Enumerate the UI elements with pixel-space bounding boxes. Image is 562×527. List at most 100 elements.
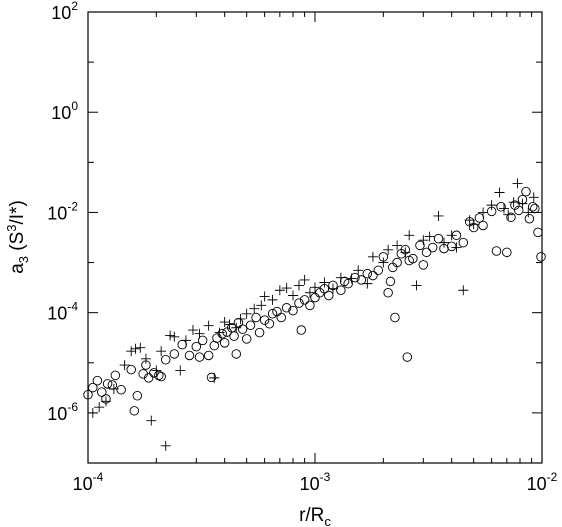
circle-point (217, 328, 227, 339)
plus-point (503, 209, 514, 220)
y-tick-label: 100 (51, 99, 78, 123)
plus-point (224, 319, 235, 330)
circle-point (197, 335, 208, 346)
plus-point (424, 231, 435, 242)
circle-point (88, 382, 98, 393)
plus-point (383, 244, 394, 255)
circle-point (427, 242, 438, 253)
plus-point (392, 240, 403, 251)
circle-point (533, 227, 543, 238)
circle-point (251, 312, 261, 323)
circle-point (203, 350, 214, 361)
circle-point (245, 320, 256, 331)
plus-point (108, 383, 119, 394)
circle-point (521, 186, 531, 197)
plus-point (433, 210, 444, 221)
circle-point (296, 325, 307, 335)
y-tick-label: 10-2 (47, 199, 78, 223)
plus-point (451, 242, 462, 253)
plus-point (411, 280, 422, 291)
plus-point (140, 353, 151, 364)
plus-point (517, 198, 528, 209)
plus-point (367, 251, 378, 262)
plus-point (335, 272, 346, 283)
y-tick-label: 10-4 (47, 300, 78, 324)
plus-point (438, 237, 449, 248)
circle-point (385, 276, 396, 287)
plus-point (327, 283, 338, 294)
y-tick-label: 102 (51, 0, 78, 23)
circle-point (129, 406, 140, 416)
plus-point (274, 285, 285, 296)
plus-point (486, 200, 497, 211)
circle-point (169, 349, 180, 359)
y-tick-label: 10-6 (47, 400, 78, 424)
circle-point (219, 338, 230, 348)
plus-point (256, 300, 267, 311)
plus-point (346, 273, 357, 284)
plus-point (528, 192, 539, 203)
circle-point (502, 247, 512, 258)
plus-point (175, 365, 186, 376)
circle-point (368, 270, 378, 281)
plus-point (94, 402, 105, 413)
circle-point (343, 278, 353, 289)
plus-point (464, 215, 475, 226)
plus-point (169, 331, 180, 342)
circle-point (294, 298, 304, 308)
circle-point (408, 253, 418, 264)
plus-point (203, 320, 214, 331)
circle-point (160, 354, 171, 365)
plus-point (293, 280, 304, 291)
plus-point (130, 343, 141, 354)
plus-point (156, 346, 167, 357)
circle-point (231, 349, 242, 359)
plus-point (304, 287, 315, 298)
circle-point (527, 201, 538, 212)
circle-point (241, 334, 252, 344)
circle-point (264, 319, 275, 329)
circle-point (491, 246, 502, 256)
plus-point (353, 265, 364, 276)
plus-point (180, 335, 191, 346)
circle-point (506, 212, 516, 223)
circle-point (446, 241, 457, 252)
plus-point (241, 308, 252, 319)
plus-point (165, 330, 176, 341)
circle-point (392, 257, 402, 268)
circle-point (276, 312, 286, 323)
plus-point (126, 346, 137, 357)
plus-point (288, 290, 299, 301)
circle-point (336, 285, 346, 296)
circle-point (191, 341, 202, 352)
plus-point (281, 283, 292, 294)
circle-point (496, 201, 506, 212)
circle-point (421, 247, 432, 258)
circle-point (324, 290, 334, 301)
circle-point (387, 262, 398, 273)
plus-point (219, 317, 230, 328)
circle-point (83, 390, 93, 400)
plus-point (259, 291, 270, 302)
y-axis-title: a3 (S3/I*) (4, 200, 31, 274)
circle-point (110, 370, 121, 381)
plus-point (146, 415, 157, 426)
plus-point (362, 278, 373, 289)
circle-point (132, 390, 143, 401)
plus-point (87, 407, 98, 418)
plus-point (209, 372, 220, 383)
x-tick-label: 10-4 (73, 470, 104, 494)
circle-point (524, 213, 535, 224)
plus-point (249, 303, 260, 314)
circle-point (362, 268, 373, 279)
circle-point (474, 213, 485, 223)
circle-point (415, 240, 425, 251)
plot-frame (87, 11, 543, 464)
plus-point (135, 342, 146, 353)
circle-point (373, 265, 384, 276)
circle-point (229, 331, 239, 341)
circle-point (356, 275, 367, 285)
circle-point (478, 220, 488, 231)
tick-labels: 10-4 10-3 10-2 10-6 10-4 10-2 100 102 (47, 0, 557, 494)
